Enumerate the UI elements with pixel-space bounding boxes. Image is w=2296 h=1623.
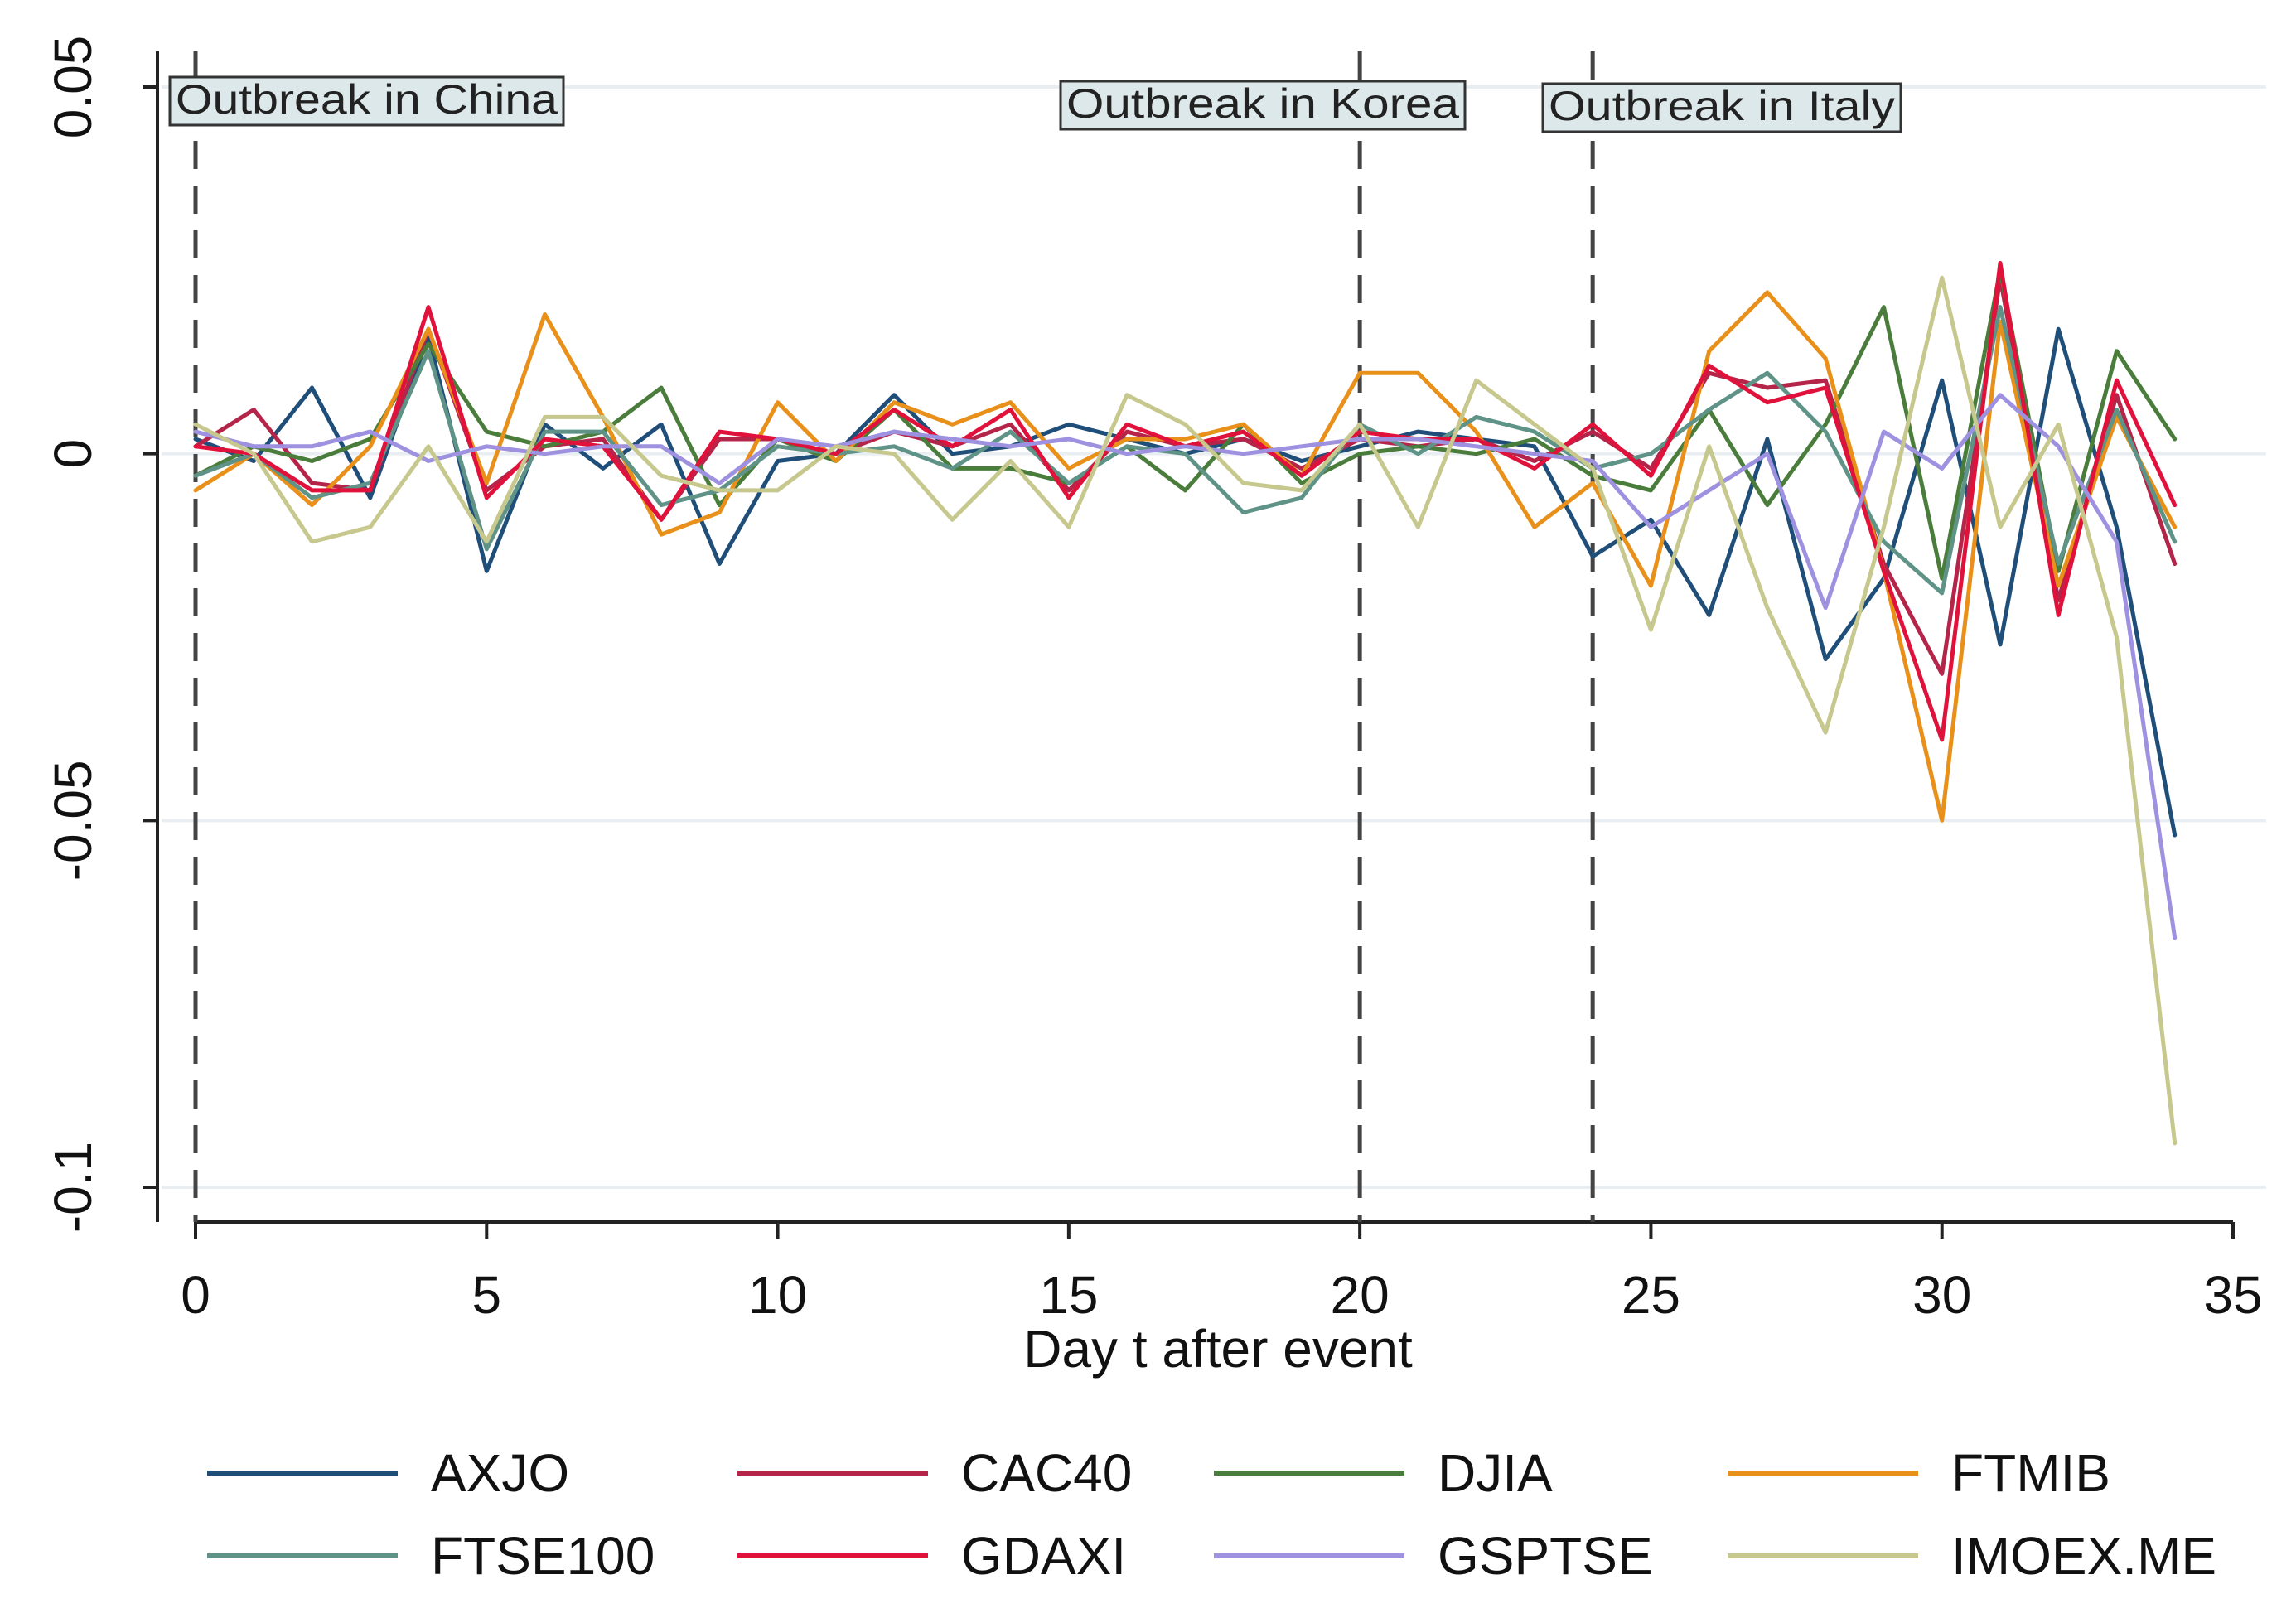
annotation-box [1059,80,1467,131]
x-tick-label: 15 [1039,1265,1098,1325]
annotation-label: Outbreak in China [176,76,558,123]
legend-item-imoex-me: IMOEX.ME [1728,1526,2216,1586]
annotation-2: Outbreak in Korea [1059,80,1467,131]
annotation-3: Outbreak in Italy [1541,82,1902,133]
legend-label: GSPTSE [1438,1526,1653,1586]
y-tick-label: 0.05 [43,36,103,139]
legend: AXJO CAC40 DJIA FTMIB FTSE100 GDAXI GSPTSE IMOE… [207,1443,2216,1586]
legend-label: CAC40 [961,1443,1132,1503]
legend-label: DJIA [1438,1443,1553,1503]
x-ticks: 0 5 10 15 20 25 30 35 [181,1222,2263,1325]
axes [156,51,2233,1224]
legend-item-gdaxi: GDAXI [737,1526,1126,1586]
legend-label: AXJO [431,1443,569,1503]
series-line-djia [193,268,2178,581]
annotation-1: Outbreak in China [168,75,565,127]
annotation-box [168,75,565,127]
series-line-ftmib [193,290,2178,823]
x-tick-label: 35 [2203,1265,2262,1325]
legend-item-gsptse: GSPTSE [1214,1526,1653,1586]
x-tick-label: 20 [1331,1265,1390,1325]
x-tick-label: 10 [748,1265,807,1325]
annotation-label: Outbreak in Korea [1066,80,1459,127]
legend-label: FTSE100 [431,1526,655,1586]
x-tick-label: 5 [471,1265,501,1325]
legend-item-djia: DJIA [1214,1443,1553,1503]
legend-label: FTMIB [1951,1443,2110,1503]
y-tick-label: -0.05 [43,760,103,881]
event-lines [193,51,1595,1222]
series-line-gsptse [193,393,2178,940]
series-line-imoex-me [193,275,2178,1146]
legend-item-ftmib: FTMIB [1728,1443,2110,1503]
legend-item-cac40: CAC40 [737,1443,1132,1503]
y-tick-label: -0.1 [43,1142,103,1233]
series-lines [193,261,2178,1146]
x-axis-title: Day t after event [1023,1319,1413,1379]
legend-label: IMOEX.ME [1951,1526,2216,1586]
series-line-ftse100 [193,305,2178,596]
y-tick-label: 0 [43,439,103,469]
annotation-label: Outbreak in Italy [1549,83,1895,129]
annotation-box [1541,82,1902,133]
legend-item-axjo: AXJO [207,1443,569,1503]
annotation-boxes: Outbreak in China Outbreak in Korea Outbre… [168,75,1902,133]
legend-item-ftse100: FTSE100 [207,1526,655,1586]
y-ticks: 0.05 0 -0.05 -0.1 [43,36,157,1233]
x-tick-label: 0 [181,1265,210,1325]
x-tick-label: 30 [1912,1265,1971,1325]
legend-label: GDAXI [961,1526,1126,1586]
x-tick-label: 25 [1622,1265,1680,1325]
